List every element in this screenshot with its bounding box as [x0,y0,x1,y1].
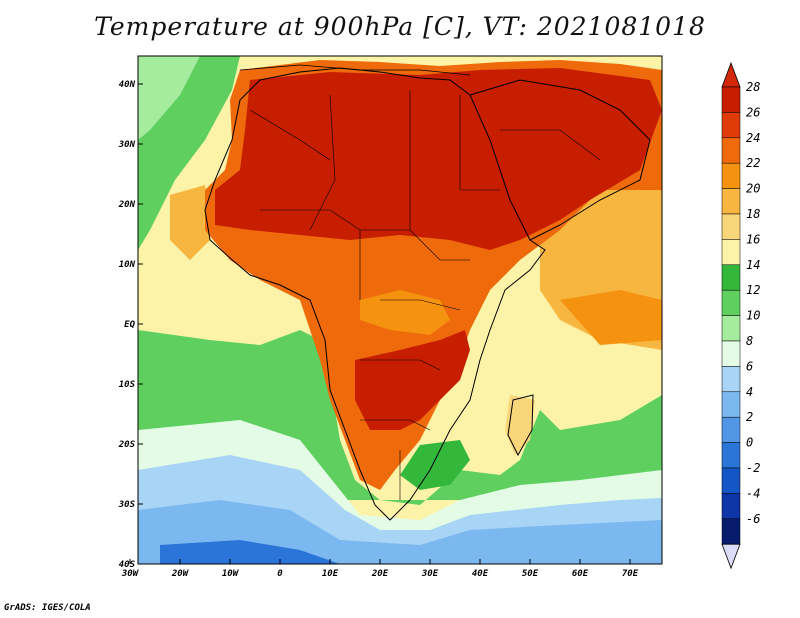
colorbar-swatch [721,264,741,291]
colorbar-level-label: 14 [746,258,760,272]
colorbar-level-label: -6 [746,512,760,526]
colorbar-swatch [721,213,741,240]
sahara-arabia-hot-region [215,68,662,250]
lat-tick-label: 10S [119,380,136,390]
colorbar-swatch [721,366,741,393]
colorbar-level-label: 0 [746,436,753,450]
colorbar-swatch [721,137,741,164]
colorbar-bottom-arrow [721,543,741,570]
colorbar-top-arrow [721,61,741,88]
colorbar-swatch [721,112,741,139]
colorbar-swatch [721,86,741,113]
lon-tick-label: 10W [222,569,240,579]
colorbar-level-label: 2 [746,410,753,424]
colorbar-swatch [721,391,741,418]
lat-tick-label: 40S [119,560,136,570]
lat-tick-label: 20N [118,200,136,210]
colorbar-swatch [721,162,741,189]
lat-tick-label: 30S [118,500,136,510]
map-panel [137,55,663,565]
mediterranean-coastline [239,64,471,76]
colorbar-level-label: 28 [746,80,760,94]
grads-credit: GrADS: IGES/COLA [4,603,91,613]
lon-tick-label: 50E [522,569,539,579]
lat-tick-label: 20S [118,440,136,450]
lon-tick-label: 70E [622,569,639,579]
colorbar-swatch [721,442,741,469]
madagascar-coastline [507,394,534,457]
southeast-africa-cool-region [400,440,470,490]
colorbar-level-label: 18 [746,207,760,221]
africa-coastline [204,67,546,521]
congo-mild-region [360,290,450,335]
lat-tick-label: 10N [119,260,136,270]
map-axes: 30W 20W 10W 0 10E 20E 30E 40E 50E 60E 70E 40N 30N 20N… [118,80,639,579]
map-title: Temperature at 900hPa [C], VT: 202108101… [94,12,706,41]
lon-tick-label: 30W [121,569,140,579]
colorbar-level-label: 24 [746,131,760,145]
colorbar-level-label: 10 [746,309,760,323]
southern-coldest-ocean-region [160,540,340,564]
lon-tick-label: 20E [371,569,389,579]
colorbar-swatch [721,188,741,215]
colorbar-swatch [721,416,741,443]
colorbar-swatch [721,493,741,520]
atlantic-far-north-region [138,56,200,140]
lon-tick-label: 20W [171,569,190,579]
lat-tick-label: 40N [119,80,136,90]
west-africa-coast-warm-region [170,185,210,260]
lon-tick-label: 10E [322,569,339,579]
colorbar-level-label: 6 [746,359,753,373]
colorbar-swatch [721,467,741,494]
country-borders [249,90,601,500]
lon-tick-label: 40E [472,569,489,579]
lat-tick-label: 30N [118,140,136,150]
indian-ocean-warmer-region [560,290,662,345]
colorbar-swatch [721,289,741,316]
colorbar-level-label: -4 [746,486,760,500]
colorbar-swatch [721,315,741,342]
colorbar-swatch [721,340,741,367]
colorbar-swatch [721,518,741,545]
colorbar-level-label: 22 [746,156,760,170]
lon-tick-label: 60E [572,569,589,579]
colorbar-swatch [721,239,741,266]
arabia-coastline [469,79,651,241]
colorbar-level-label: 8 [746,334,753,348]
colorbar-level-label: 4 [746,385,753,399]
colorbar-level-label: 26 [746,105,760,119]
colorbar-level-label: 20 [746,182,760,196]
colorbar-level-label: -2 [746,461,760,475]
lon-tick-label: 30E [421,569,439,579]
map-frame [137,55,663,565]
central-africa-hot-region [355,330,470,430]
lat-tick-label: EQ [124,320,135,330]
colorbar-level-label: 16 [746,232,760,246]
colorbar-level-label: 12 [746,283,760,297]
madagascar-region [505,395,535,455]
lon-tick-label: 0 [277,569,283,579]
